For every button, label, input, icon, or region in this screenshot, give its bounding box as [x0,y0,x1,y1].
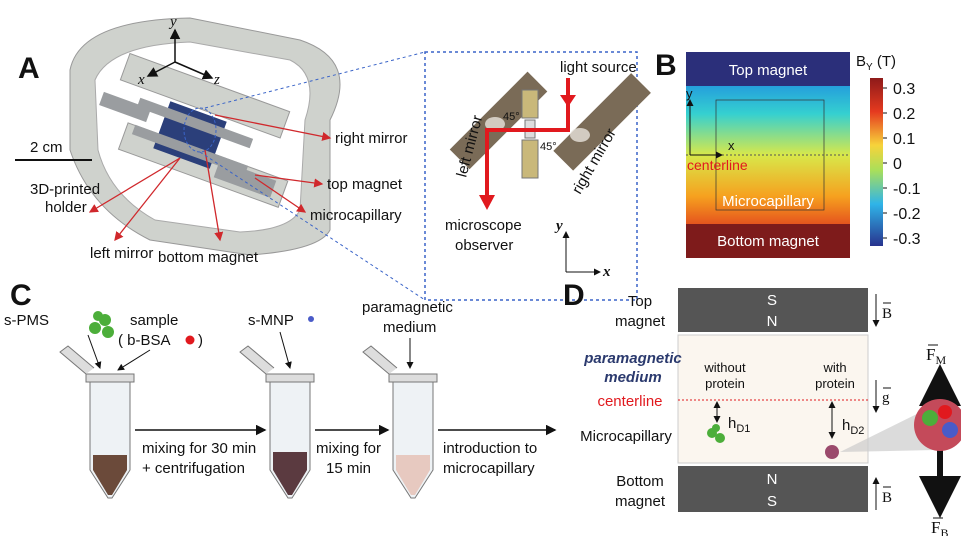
colorbar-tick-label: 0.1 [893,131,915,148]
centerline-label: centerline [687,157,748,173]
force-label: FM [926,345,946,367]
colorbar-title: BY (T) [856,53,896,73]
inset-label: microscope [445,217,522,234]
callout: holder [45,199,87,216]
colorbar-ticks: 0.3 0.2 0.1 0 -0.1 -0.2 -0.3 [883,81,921,248]
step-label: microcapillary [443,460,535,477]
scale-label: 2 cm [30,139,63,156]
force-label: FB [931,518,948,536]
inset-label: light source [560,59,637,76]
label: with [822,360,846,375]
pole: N [767,313,778,330]
callout: bottom magnet [158,249,259,266]
label: s-MNP [248,312,294,329]
axis-label: x [602,264,611,280]
colorbar-tick-label: -0.1 [893,181,921,198]
vector-label: B [882,490,892,506]
step-label: introduction to [443,440,537,457]
label: Microcapillary [580,428,672,445]
callout: microcapillary [310,207,402,224]
step-label: 15 min [326,460,371,477]
step-label: mixing for 30 min [142,440,256,457]
colorbar-tick-label: 0 [893,156,902,173]
label: paramagnetic [583,350,682,367]
step-label: + centrifugation [142,460,245,477]
label: ) [198,332,203,349]
pole: S [767,292,777,309]
label: sample [130,312,178,329]
callout: left mirror [90,245,153,262]
colorbar-tick-label: 0.3 [893,81,915,98]
callout: top magnet [327,176,403,193]
colorbar-tick-label: -0.3 [893,231,921,248]
colorbar-tick-label: -0.2 [893,206,921,223]
label: magnet [615,493,666,510]
panel-label: D [563,279,585,312]
vector-label: g [882,390,890,406]
inset-label: 45° [540,141,557,153]
axis-label: y [686,86,693,101]
pole: N [767,471,778,488]
holder-drawing [70,18,340,255]
label: centerline [597,393,662,410]
label: ( b-BSA [118,332,171,349]
axis-label: x [137,72,145,88]
axis-label: x [728,138,735,153]
panel-label: B [655,49,677,82]
label: medium [604,369,662,386]
panel-label: A [18,52,40,85]
label: Top [628,293,652,310]
callout: 3D-printed [30,181,100,198]
capillary-label: Microcapillary [722,193,814,210]
callout: right mirror [335,130,408,147]
pole: S [767,493,777,510]
axis-label: y [554,218,563,234]
magnet-label: Top magnet [729,62,808,79]
magnet-label: Bottom magnet [717,233,820,250]
inset-label: 45° [503,111,520,123]
colorbar [870,78,883,246]
vector-label: B [882,306,892,322]
label: magnet [615,313,666,330]
panel-label: C [10,279,32,312]
colorbar-tick-label: 0.2 [893,106,915,123]
axis-label: z [213,72,220,88]
label: protein [815,376,855,391]
label: protein [705,376,745,391]
label: medium [383,319,436,336]
inset-label: observer [455,237,513,254]
axis-label: y [168,14,177,30]
figure: A y x z 2 cm 3D-printed holder left mirr… [0,0,961,536]
capillary [678,335,868,463]
label: s-PMS [4,312,49,329]
step-label: mixing for [316,440,381,457]
label: paramagnetic [362,299,453,316]
label: without [703,360,746,375]
label: Bottom [616,473,664,490]
